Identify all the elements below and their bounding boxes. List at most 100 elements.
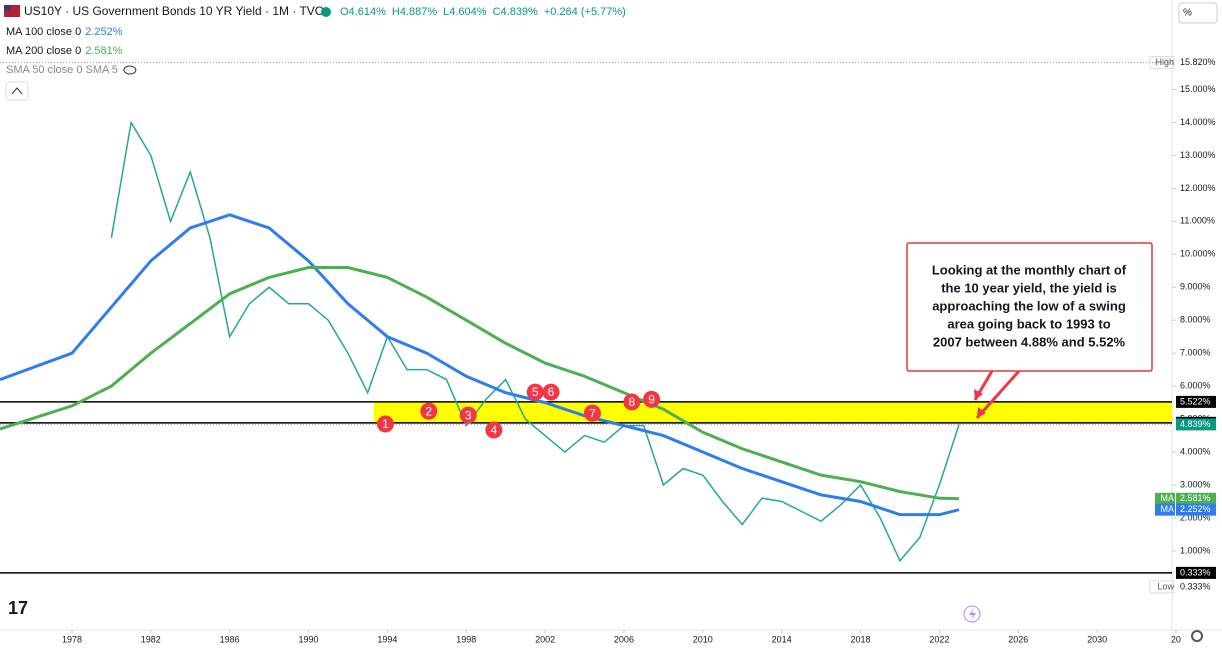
legend-value: 2.581% xyxy=(85,45,123,57)
collapse-button[interactable] xyxy=(5,81,29,101)
marker-label: 8 xyxy=(628,395,635,409)
zone-band xyxy=(373,401,1172,423)
y-tick-label: 14.000% xyxy=(1180,117,1216,127)
ohlc-value: L4.604% xyxy=(443,6,487,18)
x-tick-label: 2018 xyxy=(851,634,871,644)
marker xyxy=(583,404,601,422)
marker-label: 3 xyxy=(465,408,472,422)
legend-name: MA 100 close 0 xyxy=(6,26,81,38)
price-label: 2.252% xyxy=(1180,504,1211,514)
collapse-icon xyxy=(11,87,23,95)
y-tick-label: 10.000% xyxy=(1180,249,1216,259)
price-label-box xyxy=(1176,418,1216,431)
x-tick-label: 2030 xyxy=(1087,634,1107,644)
x-tick-label: 1998 xyxy=(456,634,476,644)
x-tick-label: 1994 xyxy=(377,634,397,644)
annotation-text: area going back to 1993 to xyxy=(947,316,1110,331)
series-line xyxy=(110,120,960,563)
annotation-box xyxy=(906,242,1153,372)
settings-icon[interactable] xyxy=(1191,630,1203,642)
price-label: 2.581% xyxy=(1180,493,1211,503)
marker-label: 7 xyxy=(589,406,596,420)
marker-label: 4 xyxy=(490,423,497,437)
marker xyxy=(376,415,394,433)
x-tick-label: 2006 xyxy=(614,634,634,644)
annotation-text: approaching the low of a swing xyxy=(932,298,1126,313)
annotation-text: 2007 between 4.88% and 5.52% xyxy=(933,334,1126,349)
y-tick-label: 12.000% xyxy=(1180,183,1216,193)
marker-label: 6 xyxy=(548,385,555,399)
y-tick-label: 9.000% xyxy=(1180,282,1211,292)
x-tick-label: 2002 xyxy=(535,634,555,644)
status-dot xyxy=(321,7,331,17)
annotation-text: the 10 year yield, the yield is xyxy=(941,280,1117,295)
y-tick-label: 3.000% xyxy=(1180,479,1211,489)
marker xyxy=(623,393,641,411)
marker xyxy=(542,383,560,401)
ohlc-value: C4.839% xyxy=(493,6,538,18)
tag-label: MA xyxy=(1161,493,1175,503)
ohlc-value: O4.614% xyxy=(340,6,386,18)
y-tick-label: 4.000% xyxy=(1180,446,1211,456)
y-tick-label: 11.000% xyxy=(1180,216,1215,226)
marker xyxy=(485,421,503,439)
marker xyxy=(459,406,477,424)
x-tick-label: 1990 xyxy=(299,634,319,644)
tag-label: Low xyxy=(1157,581,1174,591)
logo: 17 xyxy=(8,598,28,618)
x-tick-label: 20 xyxy=(1171,634,1181,644)
x-tick-label: 1982 xyxy=(141,634,161,644)
marker-label: 2 xyxy=(425,404,432,418)
scale-button[interactable] xyxy=(1178,2,1218,24)
event-icon xyxy=(969,608,976,620)
price-label-box xyxy=(1176,566,1216,579)
x-tick-label: 1978 xyxy=(62,634,82,644)
arrow xyxy=(975,370,1021,419)
hide-icon xyxy=(123,65,137,75)
tag-box xyxy=(1155,492,1175,505)
price-label: 15.820% xyxy=(1180,57,1216,67)
y-tick-label: 7.000% xyxy=(1180,348,1211,358)
annotation-text: Looking at the monthly chart of xyxy=(932,262,1127,277)
tag-box xyxy=(1149,580,1175,594)
x-tick-label: 2010 xyxy=(693,634,713,644)
y-tick-label: 15.000% xyxy=(1180,84,1216,94)
legend-name: MA 200 close 0 xyxy=(6,45,81,57)
price-label-box xyxy=(1176,395,1216,408)
marker-label: 1 xyxy=(382,417,389,431)
ohlc-value: H4.887% xyxy=(392,6,437,18)
tag-label: MA xyxy=(1161,504,1175,514)
ohlc-value: +0.264 (+5.77%) xyxy=(544,6,626,18)
y-tick-label: 6.000% xyxy=(1180,381,1211,391)
series-line xyxy=(0,266,960,501)
x-tick-label: 2022 xyxy=(929,634,949,644)
symbol-title: US10Y · US Government Bonds 10 YR Yield … xyxy=(24,4,324,18)
marker xyxy=(643,390,661,408)
price-label: 5.522% xyxy=(1180,396,1211,406)
arrow-head xyxy=(977,407,986,418)
marker xyxy=(420,402,438,420)
tag-box xyxy=(1155,503,1175,516)
scale-button-label: % xyxy=(1183,8,1192,19)
price-label-box xyxy=(1176,503,1216,516)
y-tick-label: 2.000% xyxy=(1180,512,1211,522)
x-tick-label: 2014 xyxy=(772,634,792,644)
x-tick-label: 1986 xyxy=(220,634,240,644)
price-label-box xyxy=(1176,492,1216,505)
y-tick-label: 8.000% xyxy=(1180,315,1211,325)
marker-label: 5 xyxy=(532,385,539,399)
y-tick-label: 1.000% xyxy=(1180,545,1211,555)
tag-label: High xyxy=(1155,57,1174,67)
price-label: 4.839% xyxy=(1180,419,1211,429)
flag-icon xyxy=(4,5,11,11)
marker-label: 9 xyxy=(648,392,655,406)
legend-name: SMA 50 close 0 SMA 5 xyxy=(6,64,118,76)
price-label: 0.333% xyxy=(1180,567,1211,577)
series-line xyxy=(0,213,960,517)
x-tick-label: 2026 xyxy=(1008,634,1028,644)
marker xyxy=(526,383,544,401)
price-label: 0.333% xyxy=(1180,581,1211,591)
y-tick-label: 13.000% xyxy=(1180,150,1216,160)
legend-value: 2.252% xyxy=(85,26,123,38)
